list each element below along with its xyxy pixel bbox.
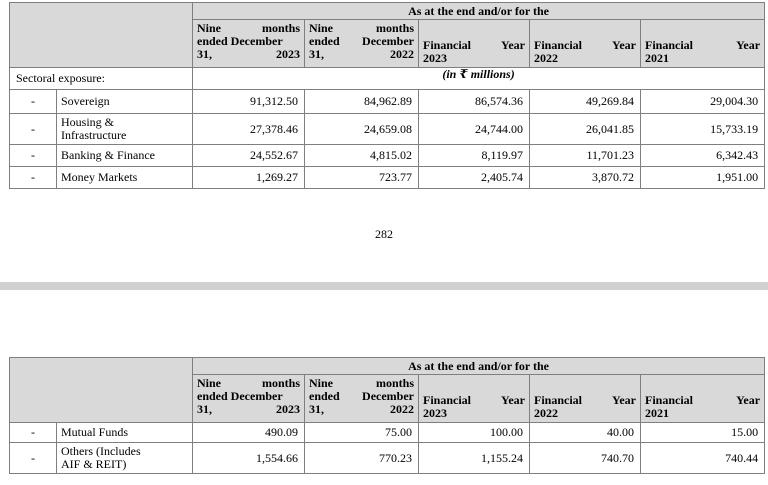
- col-header-nine-months-2023: Nine months ended December 31, 2023: [192, 374, 305, 423]
- sectoral-exposure-table: As at the end and/or for the Nine months …: [9, 2, 766, 189]
- cell-value: 1,951.00: [639, 166, 766, 189]
- row-label: Mutual Funds: [56, 422, 193, 443]
- cell-value: 11,701.23: [529, 144, 641, 167]
- cell-value: 740.70: [529, 442, 641, 474]
- cell-value: 770.23: [304, 442, 419, 474]
- cell-value: 490.09: [192, 422, 305, 443]
- col-header-fy-2021: Financial Year 2021: [639, 374, 766, 423]
- cell-value: 4,815.02: [304, 144, 419, 167]
- cell-value: 15.00: [639, 422, 766, 443]
- cell-value: 15,733.19: [639, 113, 766, 145]
- cell-value: 24,744.00: [418, 113, 530, 145]
- cell-value: 2,405.74: [418, 166, 530, 189]
- page-number: 282: [375, 227, 393, 241]
- table-row: - Mutual Funds 490.09 75.00 100.00 40.00…: [9, 422, 766, 443]
- row-label: Others (Includes AIF & REIT): [56, 442, 193, 474]
- col-header-fy-2023: Financial Year 2023: [418, 374, 530, 423]
- cell-value: 8,119.97: [418, 144, 530, 167]
- cell-value: 49,269.84: [529, 89, 641, 114]
- cell-value: 100.00: [418, 422, 530, 443]
- cell-value: 723.77: [304, 166, 419, 189]
- sectoral-exposure-table-continued: As at the end and/or for the Nine months …: [9, 357, 766, 474]
- cell-value: 29,004.30: [639, 89, 766, 114]
- header-blank-cell: [9, 2, 193, 68]
- span-title: As at the end and/or for the: [191, 2, 766, 20]
- span-title: As at the end and/or for the: [191, 357, 766, 375]
- row-label: Money Markets: [56, 166, 193, 189]
- row-bullet: -: [9, 422, 57, 443]
- cell-value: 1,554.66: [192, 442, 305, 474]
- cell-value: 75.00: [304, 422, 419, 443]
- row-bullet: -: [9, 113, 57, 145]
- cell-value: 24,659.08: [304, 113, 419, 145]
- table-row: - Others (Includes AIF & REIT) 1,554.66 7…: [9, 442, 766, 474]
- header-blank-cell: [9, 357, 193, 423]
- col-header-fy-2021: Financial Year 2021: [639, 19, 766, 68]
- table-row: - Sovereign 91,312.50 84,962.89 86,574.3…: [9, 89, 766, 114]
- col-header-nine-months-2022: Nine months ended December 31, 2022: [304, 19, 419, 68]
- cell-value: 740.44: [639, 442, 766, 474]
- cell-value: 84,962.89: [304, 89, 419, 114]
- cell-value: 40.00: [529, 422, 641, 443]
- cell-value: 3,870.72: [529, 166, 641, 189]
- col-header-nine-months-2022: Nine months ended December 31, 2022: [304, 374, 419, 423]
- section-label: Sectoral exposure:: [9, 67, 193, 90]
- table-row: - Money Markets 1,269.27 723.77 2,405.74…: [9, 166, 766, 189]
- cell-value: 27,378.46: [192, 113, 305, 145]
- col-header-nine-months-2023: Nine months ended December 31, 2023: [192, 19, 305, 68]
- table-row: - Banking & Finance 24,552.67 4,815.02 8…: [9, 144, 766, 167]
- cell-value: 24,552.67: [192, 144, 305, 167]
- col-header-fy-2022: Financial Year 2022: [529, 19, 641, 68]
- table-row: - Housing & Infrastructure 27,378.46 24,6…: [9, 113, 766, 145]
- col-header-fy-2022: Financial Year 2022: [529, 374, 641, 423]
- cell-value: 6,342.43: [639, 144, 766, 167]
- col-header-fy-2023: Financial Year 2023: [418, 19, 530, 68]
- cell-value: 26,041.85: [529, 113, 641, 145]
- cell-value: 86,574.36: [418, 89, 530, 114]
- page-separator: [0, 282, 768, 290]
- row-bullet: -: [9, 144, 57, 167]
- cell-value: 1,155.24: [418, 442, 530, 474]
- row-label: Housing & Infrastructure: [56, 113, 193, 145]
- row-label: Banking & Finance: [56, 144, 193, 167]
- row-label: Sovereign: [56, 89, 193, 114]
- row-bullet: -: [9, 89, 57, 114]
- cell-value: 1,269.27: [192, 166, 305, 189]
- row-bullet: -: [9, 166, 57, 189]
- row-bullet: -: [9, 442, 57, 474]
- units-note: (in ₹ millions): [191, 67, 766, 90]
- cell-value: 91,312.50: [192, 89, 305, 114]
